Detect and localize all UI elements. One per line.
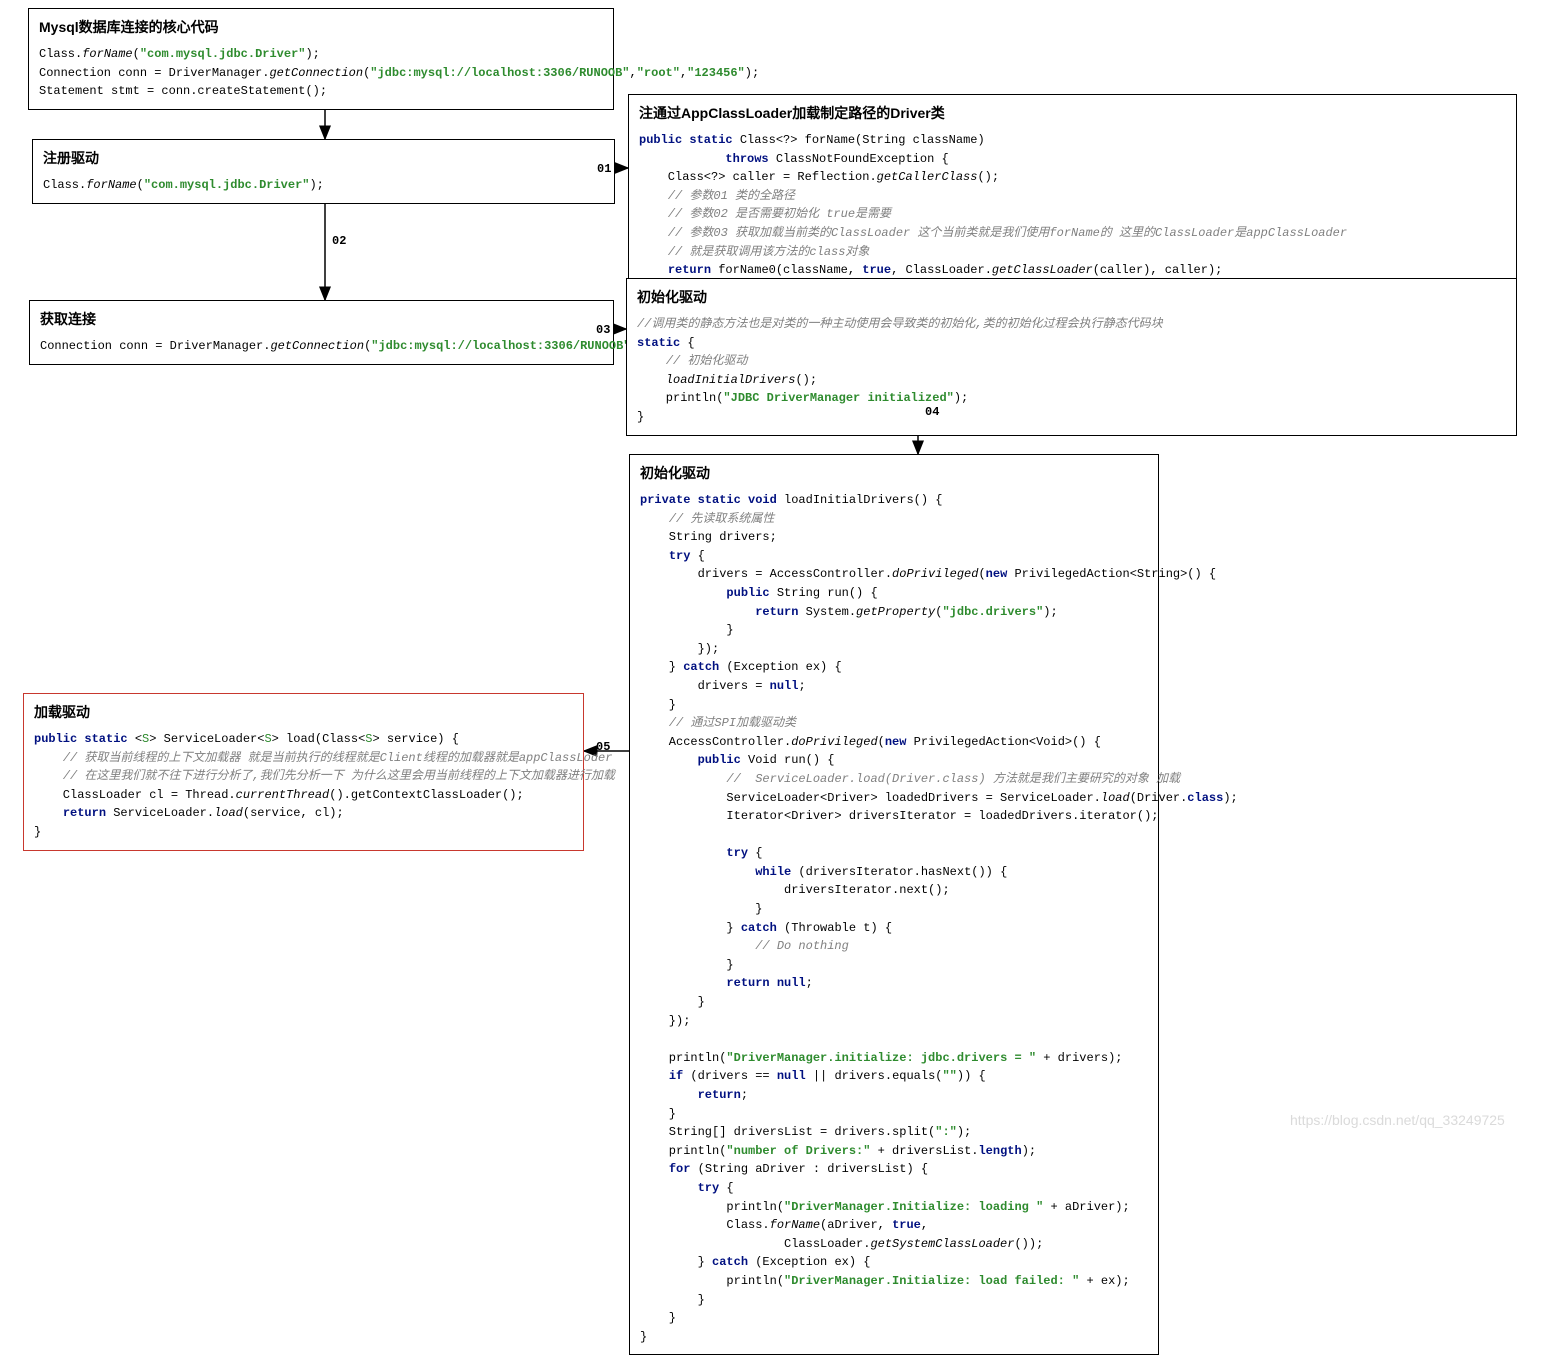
- box-title: 加载驱动: [34, 702, 573, 722]
- box-register-driver: 注册驱动 Class.forName("com.mysql.jdbc.Drive…: [32, 139, 615, 204]
- edge-label: 01: [597, 162, 611, 176]
- edge-label: 04: [925, 405, 939, 419]
- code-block: Connection conn = DriverManager.getConne…: [40, 337, 603, 356]
- box-init-driver-static: 初始化驱动 //调用类的静态方法也是对类的一种主动使用会导致类的初始化,类的初始…: [626, 278, 1517, 436]
- box-title: 初始化驱动: [640, 463, 1148, 483]
- box-get-connection: 获取连接 Connection conn = DriverManager.get…: [29, 300, 614, 365]
- box-title: 注册驱动: [43, 148, 604, 168]
- box-title: 获取连接: [40, 309, 603, 329]
- box-appclassloader-load: 注通过AppClassLoader加载制定路径的Driver类 public s…: [628, 94, 1517, 307]
- box-title: 初始化驱动: [637, 287, 1506, 307]
- code-block: public static <S> ServiceLoader<S> load(…: [34, 730, 573, 842]
- box-mysql-core-code: Mysql数据库连接的核心代码 Class.forName("com.mysql…: [28, 8, 614, 110]
- box-serviceloader-load: 加载驱动 public static <S> ServiceLoader<S> …: [23, 693, 584, 851]
- box-title: 注通过AppClassLoader加载制定路径的Driver类: [639, 103, 1506, 123]
- code-block: private static void loadInitialDrivers()…: [640, 491, 1148, 1346]
- box-load-initial-drivers: 初始化驱动 private static void loadInitialDri…: [629, 454, 1159, 1355]
- code-block: Class.forName("com.mysql.jdbc.Driver"); …: [39, 45, 603, 101]
- watermark-text: https://blog.csdn.net/qq_33249725: [1290, 1112, 1505, 1128]
- code-block: //调用类的静态方法也是对类的一种主动使用会导致类的初始化,类的初始化过程会执行…: [637, 315, 1506, 427]
- edge-label: 02: [332, 234, 346, 248]
- box-title: Mysql数据库连接的核心代码: [39, 17, 603, 37]
- edge-label: 05: [596, 740, 610, 754]
- edge-label: 03: [596, 323, 610, 337]
- code-block: Class.forName("com.mysql.jdbc.Driver");: [43, 176, 604, 195]
- code-block: public static Class<?> forName(String cl…: [639, 131, 1506, 298]
